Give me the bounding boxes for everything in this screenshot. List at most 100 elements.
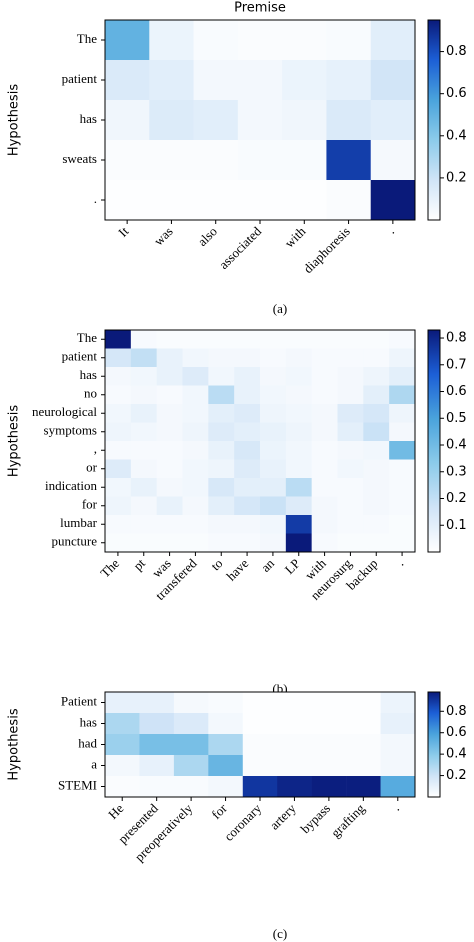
heatmap-cell (173, 692, 209, 714)
heatmap-cell (389, 496, 416, 516)
heatmap-cell (346, 713, 381, 735)
heatmap-cell (370, 20, 416, 61)
heatmap-cell (285, 515, 312, 534)
heatmap-cell (326, 180, 372, 221)
heatmap-cell (105, 459, 132, 479)
heatmap-cell (130, 367, 157, 386)
heatmap-cell (139, 776, 175, 798)
heatmap-cell (149, 20, 194, 61)
heatmap-cell (363, 496, 390, 516)
heatmap-cell (260, 330, 287, 349)
y-tick-label: sweats (62, 151, 97, 166)
heatmap-cell (182, 330, 209, 349)
heatmap-cell (105, 713, 140, 735)
colorbar-tick-label: 0.6 (446, 86, 467, 101)
heatmap-cell (363, 367, 390, 386)
heatmap-cell (234, 422, 261, 442)
y-tick-label: has (80, 111, 97, 126)
heatmap-cell (285, 459, 312, 479)
heatmap-cell (380, 776, 416, 798)
y-tick-label: The (77, 31, 97, 46)
heatmap-cell (242, 692, 278, 714)
heatmap-cell (389, 515, 416, 534)
heatmap-cell (173, 734, 209, 756)
y-tick-label: patient (62, 71, 98, 86)
x-tick-label: artery (267, 800, 299, 832)
x-tick-label: grafting (328, 800, 368, 840)
heatmap-cell (105, 441, 132, 460)
y-axis-title: Hypothesis (7, 405, 22, 477)
heatmap-cell (337, 404, 364, 423)
heatmap-cell (326, 60, 372, 101)
colorbar-tick-label: 0.4 (446, 128, 467, 143)
colorbar-tick-label: 0.8 (446, 704, 467, 719)
heatmap-cell (346, 734, 381, 756)
y-tick-label: no (84, 386, 97, 401)
heatmap-cell (380, 692, 416, 714)
heatmap-cell (260, 348, 287, 368)
x-tick-label: an (258, 555, 278, 575)
heatmap-cell (193, 140, 239, 181)
heatmap-cell (156, 422, 183, 442)
heatmap-cell (156, 478, 183, 497)
colorbar-tick-label: 0.4 (446, 747, 467, 762)
heatmap-cell (156, 330, 183, 349)
y-axis-title: Hypothesis (7, 84, 22, 156)
y-tick-label: indication (45, 478, 97, 493)
heatmap-cell (105, 755, 140, 777)
y-tick-label: , (94, 441, 97, 456)
heatmap-cell (156, 367, 183, 386)
heatmap-cell (208, 713, 244, 735)
heatmap-cell (337, 459, 364, 479)
heatmap-cell (389, 441, 416, 460)
heatmap-cell (242, 776, 278, 798)
heatmap-cell (173, 755, 209, 777)
heatmap-cell (326, 20, 372, 61)
colorbar-tick-label: 0.3 (446, 464, 467, 479)
heatmap-cell (363, 441, 390, 460)
heatmap-cell (173, 776, 209, 798)
y-tick-label: . (94, 191, 97, 206)
heatmap-cell (130, 478, 157, 497)
heatmap-cell (389, 330, 416, 349)
colorbar (427, 691, 441, 798)
x-tick-label: diaphoresis (300, 224, 352, 276)
heatmap-cell (285, 330, 312, 349)
heatmap-cell (182, 404, 209, 423)
heatmap-cell (234, 515, 261, 534)
heatmap-cell (282, 180, 327, 221)
heatmap-cell (105, 140, 150, 181)
heatmap-cell (130, 348, 157, 368)
heatmap-cell (260, 496, 287, 516)
heatmap-cell (311, 385, 338, 405)
heatmap-cell (311, 330, 338, 349)
heatmap-cell (182, 441, 209, 460)
heatmap-cell (105, 348, 132, 368)
heatmap-cell (389, 459, 416, 479)
heatmap-cell (311, 478, 338, 497)
plot-frame (104, 329, 416, 553)
heatmap-cell (156, 441, 183, 460)
colorbar-tick-label: 0.2 (446, 768, 467, 783)
colorbar-tick-label: 0.2 (446, 491, 467, 506)
heatmap-cell (311, 713, 347, 735)
heatmap-cell (182, 533, 209, 553)
heatmap-cell (208, 459, 235, 479)
heatmap-cell (242, 734, 278, 756)
heatmap-cell (156, 404, 183, 423)
heatmap-cell (285, 478, 312, 497)
heatmap-cell (282, 60, 327, 101)
heatmap-cell (282, 20, 327, 61)
heatmap-cell (130, 459, 157, 479)
heatmap-cell (156, 496, 183, 516)
heatmap-cell (311, 422, 338, 442)
heatmap-cell (311, 533, 338, 553)
heatmap-cell (208, 367, 235, 386)
heatmap-cell (370, 140, 416, 181)
heatmap-cell (237, 20, 283, 61)
heatmap-cell (389, 422, 416, 442)
heatmap-cell (311, 496, 338, 516)
x-tick-label: associated (216, 223, 265, 272)
heatmap-cell (234, 533, 261, 553)
heatmap-cell (346, 776, 381, 798)
